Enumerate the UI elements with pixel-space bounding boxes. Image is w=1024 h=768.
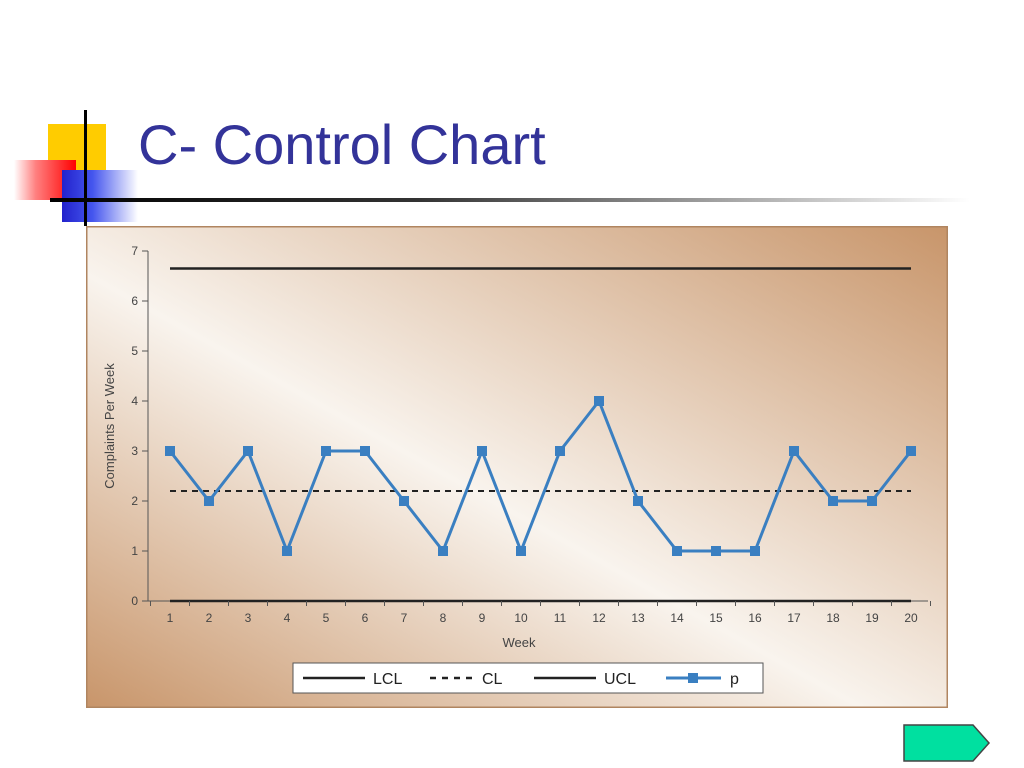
legend-marker — [688, 673, 698, 683]
data-point — [555, 446, 565, 456]
legend-label: p — [730, 671, 739, 688]
x-tick-label: 3 — [245, 611, 252, 625]
data-point — [906, 446, 916, 456]
x-tick-label: 12 — [592, 611, 606, 625]
data-point — [750, 546, 760, 556]
series-line-p — [168, 397, 913, 556]
data-point — [633, 496, 643, 506]
x-tick-label: 15 — [709, 611, 723, 625]
data-point — [282, 546, 292, 556]
y-tick-label: 5 — [131, 344, 138, 358]
decor-vertical-line — [84, 110, 87, 226]
y-tick-label: 1 — [131, 544, 138, 558]
data-point — [204, 496, 214, 506]
x-tick-label: 6 — [362, 611, 369, 625]
y-tick-label: 6 — [131, 294, 138, 308]
legend-label: LCL — [373, 671, 402, 688]
x-tick-label: 4 — [284, 611, 291, 625]
y-tick-label: 0 — [131, 594, 138, 608]
decor-blue-square — [62, 170, 138, 222]
chart-panel: 0 1 2 3 4 5 6 7 1 2 3 4 5 6 7 8 9 10 11 12 13 14 15 16 17 18 19 20 … — [84, 224, 950, 710]
legend-label: CL — [482, 671, 503, 688]
next-arrow-icon[interactable] — [903, 724, 991, 762]
data-point — [243, 446, 253, 456]
data-point — [672, 546, 682, 556]
x-tick-label: 2 — [206, 611, 213, 625]
data-point — [516, 546, 526, 556]
x-tick-label: 18 — [826, 611, 840, 625]
x-tick-label: 10 — [514, 611, 528, 625]
data-point — [360, 446, 370, 456]
y-tick-label: 7 — [131, 244, 138, 258]
x-tick-label: 8 — [440, 611, 447, 625]
chart-background — [84, 224, 950, 710]
title-underline — [50, 198, 970, 202]
x-tick-label: 5 — [323, 611, 330, 625]
data-point — [321, 446, 331, 456]
x-tick-label: 11 — [554, 611, 567, 625]
data-point — [165, 446, 175, 456]
x-tick-label: 20 — [904, 611, 918, 625]
x-tick-label: 9 — [479, 611, 486, 625]
x-axis-label: Week — [503, 635, 536, 650]
x-tick-label: 13 — [631, 611, 645, 625]
x-tick-label: 19 — [865, 611, 879, 625]
data-point — [828, 496, 838, 506]
y-tick-label: 2 — [131, 494, 138, 508]
data-point — [438, 546, 448, 556]
data-point — [594, 396, 604, 406]
x-tick-label: 17 — [787, 611, 801, 625]
data-point — [867, 496, 877, 506]
y-tick-label: 3 — [131, 444, 138, 458]
x-tick-label: 1 — [167, 611, 174, 625]
slide-title: C- Control Chart — [138, 113, 546, 176]
y-axis-label: Complaints Per Week — [102, 363, 117, 489]
data-point — [399, 496, 409, 506]
legend-label: UCL — [604, 671, 636, 688]
x-tick-label: 16 — [748, 611, 762, 625]
data-point — [711, 546, 721, 556]
data-point — [477, 446, 487, 456]
x-tick-label: 7 — [401, 611, 408, 625]
chart-legend: LCL CL UCL p — [292, 662, 764, 694]
y-tick-label: 4 — [131, 394, 138, 408]
data-point — [789, 446, 799, 456]
x-tick-label: 14 — [670, 611, 684, 625]
